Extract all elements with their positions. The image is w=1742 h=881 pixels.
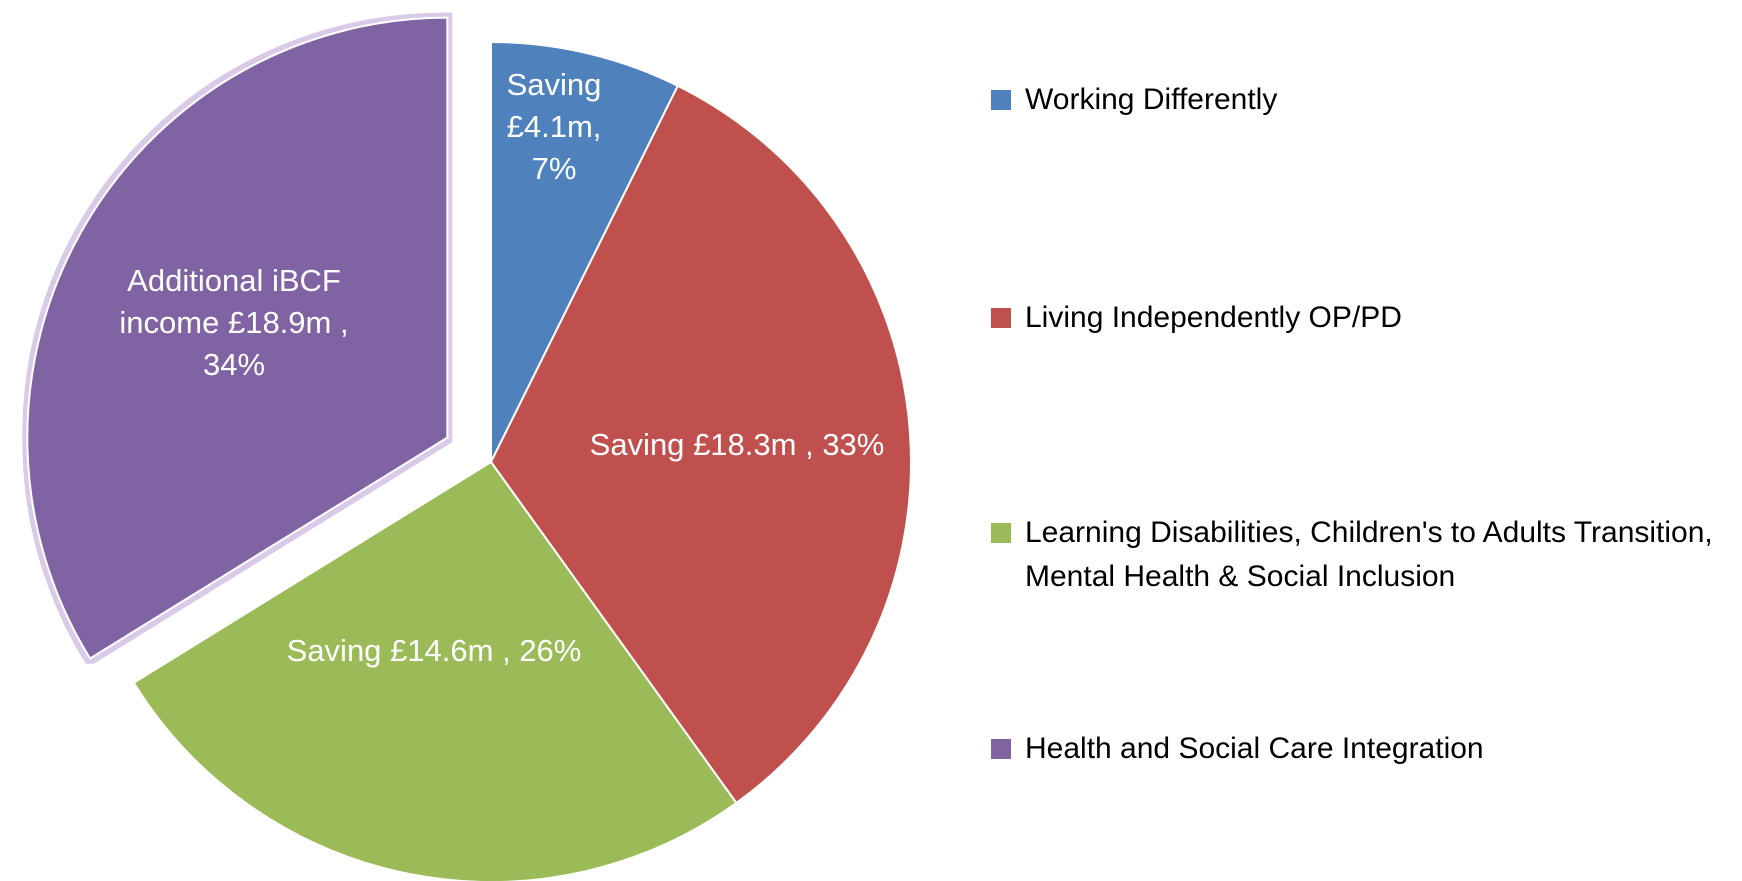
pie-slice bbox=[489, 84, 912, 805]
data-label: Saving £14.6m , 26% bbox=[284, 630, 584, 672]
legend-swatch bbox=[991, 739, 1011, 759]
legend-swatch bbox=[991, 90, 1011, 110]
label-percent: 7% bbox=[531, 150, 577, 186]
label-name: Saving bbox=[589, 427, 685, 463]
pie-slice bbox=[490, 40, 680, 463]
pie-slice bbox=[26, 16, 449, 660]
label-value: £18.9m , bbox=[227, 305, 349, 341]
pie-slice bbox=[132, 460, 738, 881]
data-label: Additional iBCF income £18.9m , 34% bbox=[89, 260, 379, 386]
label-name: Saving bbox=[286, 633, 382, 669]
label-value: £14.6m , bbox=[390, 633, 511, 669]
label-name: Additional iBCF income bbox=[119, 263, 341, 341]
label-name: Saving bbox=[506, 67, 602, 103]
legend-swatch bbox=[991, 308, 1011, 328]
data-label: Saving £18.3m , 33% bbox=[587, 424, 887, 466]
label-value: £4.1m, bbox=[506, 109, 602, 145]
data-label: Saving £4.1m, 7% bbox=[489, 64, 619, 190]
legend-entry: Working Differently bbox=[991, 78, 1725, 122]
legend-swatch bbox=[991, 523, 1011, 543]
legend-label: Learning Disabilities, Children's to Adu… bbox=[1025, 516, 1713, 593]
label-value: £18.3m , bbox=[693, 427, 814, 463]
legend-entry: Health and Social Care Integration bbox=[991, 727, 1725, 771]
legend-entry: Learning Disabilities, Children's to Adu… bbox=[991, 511, 1725, 598]
label-percent: 33% bbox=[822, 427, 885, 463]
legend-label: Living Independently OP/PD bbox=[1025, 301, 1402, 334]
legend-entry: Living Independently OP/PD bbox=[991, 296, 1725, 340]
label-percent: 34% bbox=[202, 346, 266, 382]
legend-label: Working Differently bbox=[1025, 83, 1278, 116]
legend-label: Health and Social Care Integration bbox=[1025, 732, 1484, 765]
label-percent: 26% bbox=[519, 633, 582, 669]
